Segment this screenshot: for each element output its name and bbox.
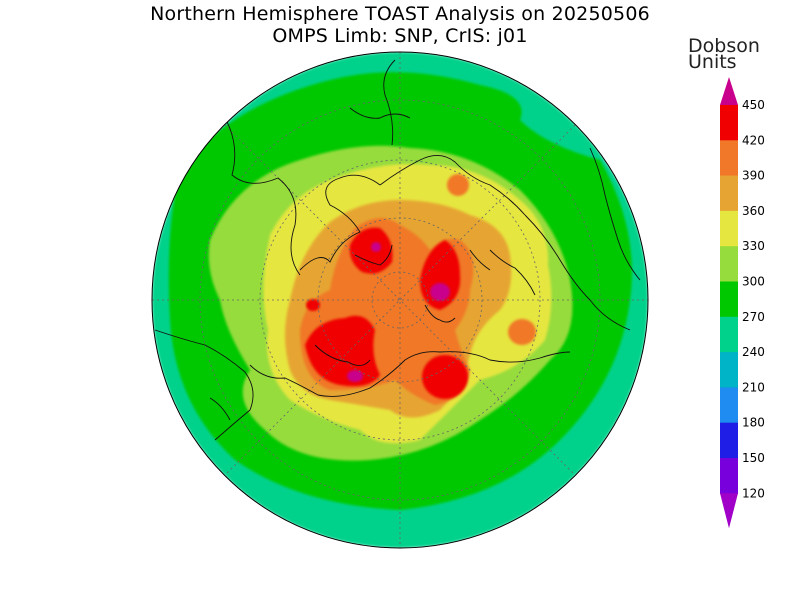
graticule	[152, 52, 648, 548]
coastlines	[154, 59, 641, 441]
map-border	[151, 51, 649, 549]
colorbar-tick-label: 270	[742, 310, 765, 324]
colorbar-tick-label: 450	[742, 98, 765, 112]
field-450-north	[371, 242, 381, 252]
colorbar-tick-label: 300	[742, 275, 765, 289]
field-390-southeast	[508, 319, 536, 345]
ozone-field	[152, 52, 648, 548]
field-420-north	[349, 227, 393, 274]
colorbar-segment	[720, 246, 738, 282]
field-420-left	[305, 315, 380, 387]
colorbar-tick-label: 210	[742, 380, 765, 394]
colorbar-tick-label: 360	[742, 204, 765, 218]
colorbar-segment	[720, 105, 738, 141]
colorbar-tick-label: 150	[742, 451, 765, 465]
colorbar-segment	[720, 210, 738, 247]
colorbar-segment	[720, 316, 738, 353]
colorbar-top-arrow	[720, 77, 738, 105]
colorbar-bottom-arrow	[720, 493, 738, 529]
map-subtitle: OMPS Limb: SNP, CrIS: j01	[272, 25, 528, 47]
colorbar-segment	[720, 458, 738, 494]
map-title: Northern Hemisphere TOAST Analysis on 20…	[150, 3, 650, 25]
colorbar-tick-label: 180	[742, 416, 765, 430]
colorbar-tick-label: 420	[742, 133, 765, 147]
colorbar-segment	[720, 175, 738, 212]
colorbar-unit-label-2: Units	[688, 51, 737, 73]
colorbar-segment	[720, 281, 738, 318]
colorbar-segment	[720, 140, 738, 177]
colorbar-segment	[720, 422, 738, 459]
field-450-pole	[430, 283, 450, 301]
colorbar-unit-label-1: Dobson	[688, 35, 760, 57]
field-450-left	[347, 370, 363, 382]
colorbar-tick-label: 240	[742, 345, 765, 359]
field-420-south	[422, 355, 468, 399]
colorbar: 450 420 390 360 330 300 270 240 210 180 150 120	[720, 77, 765, 529]
colorbar-tick-label: 120	[742, 486, 765, 500]
colorbar-segment	[720, 352, 738, 388]
field-420-west	[306, 299, 320, 311]
field-390-east	[447, 174, 469, 196]
colorbar-tick-label: 390	[742, 169, 765, 183]
colorbar-segment	[720, 387, 738, 424]
colorbar-tick-label: 330	[742, 239, 765, 253]
